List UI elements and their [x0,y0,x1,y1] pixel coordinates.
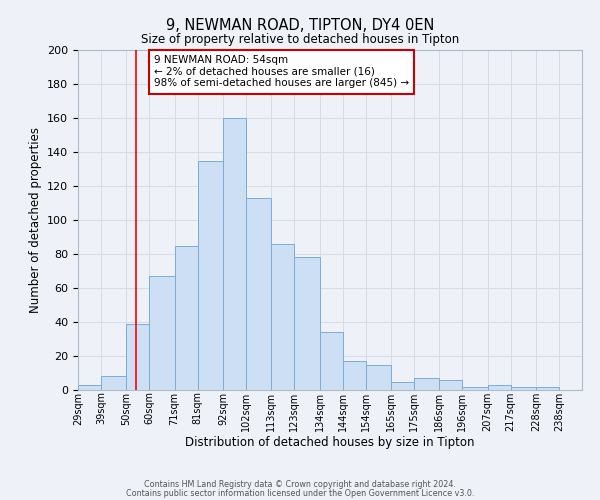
Bar [439,380,463,390]
Text: Size of property relative to detached houses in Tipton: Size of property relative to detached ho… [141,32,459,46]
Bar [149,276,175,390]
Bar [414,378,439,390]
Bar [271,244,295,390]
Bar [246,198,271,390]
Bar [391,382,414,390]
Bar [295,258,320,390]
Bar [127,324,149,390]
Bar [175,246,197,390]
Bar [320,332,343,390]
Bar [365,364,391,390]
Bar [78,385,101,390]
Y-axis label: Number of detached properties: Number of detached properties [29,127,41,313]
X-axis label: Distribution of detached houses by size in Tipton: Distribution of detached houses by size … [185,436,475,450]
Bar [101,376,127,390]
Text: Contains HM Land Registry data © Crown copyright and database right 2024.: Contains HM Land Registry data © Crown c… [144,480,456,489]
Bar [463,386,488,390]
Text: 9 NEWMAN ROAD: 54sqm
← 2% of detached houses are smaller (16)
98% of semi-detach: 9 NEWMAN ROAD: 54sqm ← 2% of detached ho… [154,55,409,88]
Bar [488,385,511,390]
Text: 9, NEWMAN ROAD, TIPTON, DY4 0EN: 9, NEWMAN ROAD, TIPTON, DY4 0EN [166,18,434,32]
Bar [536,386,559,390]
Text: Contains public sector information licensed under the Open Government Licence v3: Contains public sector information licen… [126,488,474,498]
Bar [197,160,223,390]
Bar [343,361,365,390]
Bar [511,386,536,390]
Bar [223,118,246,390]
